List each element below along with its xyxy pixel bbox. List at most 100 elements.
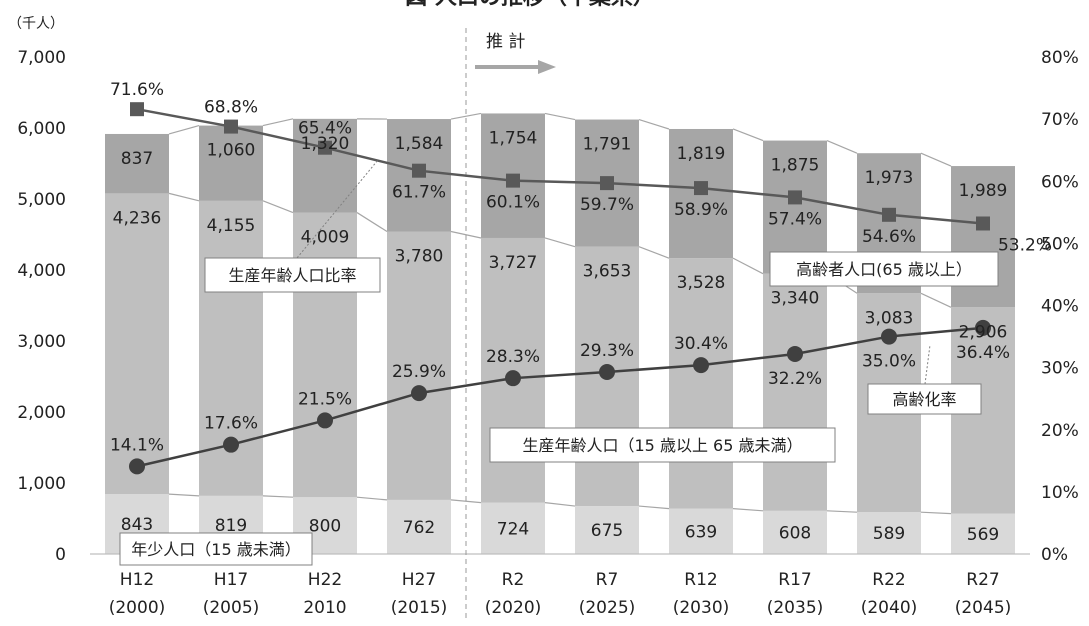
y-right-tick-label: 70% <box>1041 110 1079 130</box>
aging-rate-label: 29.3% <box>580 341 634 361</box>
x-tick-label: (2040) <box>861 598 918 618</box>
aging-rate-label: 32.2% <box>768 369 822 389</box>
connector-line <box>450 230 482 239</box>
y-right-tick-label: 50% <box>1041 234 1079 254</box>
bar-value-label: 3,780 <box>395 247 444 267</box>
square-marker <box>694 181 708 196</box>
bar-value-label: 1,989 <box>959 181 1008 201</box>
bar-segment <box>293 212 357 498</box>
connector-line <box>920 152 952 167</box>
connector-line <box>168 493 200 497</box>
callout-leader <box>291 159 379 265</box>
bar-value-label: 4,236 <box>113 208 162 228</box>
square-marker <box>600 176 614 191</box>
connector-line <box>450 499 482 504</box>
x-tick-label: R17 <box>778 570 811 590</box>
aging-rate-label: 17.6% <box>204 414 258 434</box>
y-right-tick-label: 80% <box>1041 48 1079 68</box>
bar-value-label: 589 <box>873 524 905 544</box>
connector-line <box>638 246 670 259</box>
projection-arrow-head <box>538 60 556 74</box>
connector-line <box>732 128 764 142</box>
connector-line <box>168 192 200 202</box>
working-age-population-callout-text: 生産年齢人口（15 歳以上 65 歳未満） <box>523 436 803 455</box>
y-right-tick-label: 10% <box>1041 483 1079 503</box>
x-tick-label: R27 <box>966 570 999 590</box>
x-tick-label: H12 <box>120 570 154 590</box>
y-left-tick-label: 0 <box>55 545 66 565</box>
projection-label: 推 計 <box>486 32 525 52</box>
bar-segment <box>105 193 169 495</box>
x-tick-label: 2010 <box>303 598 346 618</box>
bar-value-label: 639 <box>685 522 717 542</box>
square-marker <box>318 140 332 155</box>
y-right-tick-label: 0% <box>1041 545 1068 565</box>
working-age-ratio-callout-text: 生産年齢人口比率 <box>228 266 356 285</box>
bar-segment <box>481 502 545 554</box>
rate-line <box>136 326 984 468</box>
bar-segment <box>105 133 169 194</box>
elderly-population-callout-box <box>769 251 999 287</box>
x-tick-label: (2020) <box>485 598 542 618</box>
bar-value-label: 843 <box>121 515 153 535</box>
bar-value-label: 3,653 <box>583 262 632 282</box>
y-left-tick-label: 2,000 <box>17 403 66 423</box>
y-left-tick-label: 4,000 <box>17 261 66 281</box>
aging-rate-callout-box <box>867 383 982 415</box>
x-tick-label: (2000) <box>109 598 166 618</box>
bar-segment <box>951 513 1015 554</box>
bar-value-label: 3,340 <box>771 289 820 309</box>
connector-line <box>544 502 576 507</box>
aging-rate-label: 35.0% <box>862 352 916 372</box>
x-tick-label: H22 <box>308 570 342 590</box>
connector-line <box>168 125 200 135</box>
bar-value-label: 569 <box>967 525 999 545</box>
bar-segment <box>669 258 733 509</box>
callout-leader <box>924 344 931 385</box>
axes: 0 1,000 2,000 3,000 4,000 5,000 6,000 7,000 0% 10… <box>17 28 1079 622</box>
bar-segment <box>575 506 639 554</box>
bar-segment <box>387 231 451 500</box>
bar-value-label: 762 <box>403 518 435 538</box>
ratio-label: 60.1% <box>486 193 540 213</box>
bar-value-label: 3,528 <box>677 273 726 293</box>
bar-value-label: 800 <box>309 517 341 537</box>
bar-value-label: 1,819 <box>677 144 726 164</box>
connector-line <box>826 510 858 513</box>
connector-line <box>826 140 858 154</box>
bar-segment <box>763 273 827 511</box>
x-tick-label: R7 <box>596 570 619 590</box>
bar-value-label: 4,009 <box>301 228 350 248</box>
bar-segment <box>199 125 263 201</box>
ratio-label: 71.6% <box>110 80 164 100</box>
connector-line <box>544 237 576 248</box>
bar-segment <box>293 118 357 213</box>
x-tick-label: R12 <box>684 570 717 590</box>
x-tick-label: H27 <box>402 570 436 590</box>
youth-population-callout-box <box>119 532 313 566</box>
bar-value-label: 4,155 <box>207 216 256 236</box>
bar-segment <box>387 499 451 554</box>
square-marker <box>412 163 426 178</box>
working-age-population-callout-box <box>489 427 836 463</box>
connector-line <box>450 112 482 120</box>
bar-value-label: 819 <box>215 516 247 536</box>
data-labels-layer: 843 4,236 837 819 4,155 1,060 800 4,009 1,320 762… <box>110 80 1052 545</box>
connector-line <box>262 495 294 498</box>
bar-segment <box>763 510 827 554</box>
bar-value-label: 608 <box>779 523 811 543</box>
bar-value-label: 675 <box>591 521 623 541</box>
square-marker <box>788 190 802 205</box>
bar-value-label: 3,083 <box>865 308 914 328</box>
bar-segment <box>669 508 733 554</box>
aging-rate-callout-text: 高齢化率 <box>892 390 956 409</box>
square-marker <box>976 216 990 231</box>
ratio-label: 59.7% <box>580 195 634 215</box>
square-marker <box>224 119 238 134</box>
connector-line <box>920 511 952 515</box>
connector-line <box>638 505 670 510</box>
x-tick-label: H17 <box>214 570 248 590</box>
bar-value-label: 1,060 <box>207 141 256 161</box>
connector-line <box>262 118 294 127</box>
